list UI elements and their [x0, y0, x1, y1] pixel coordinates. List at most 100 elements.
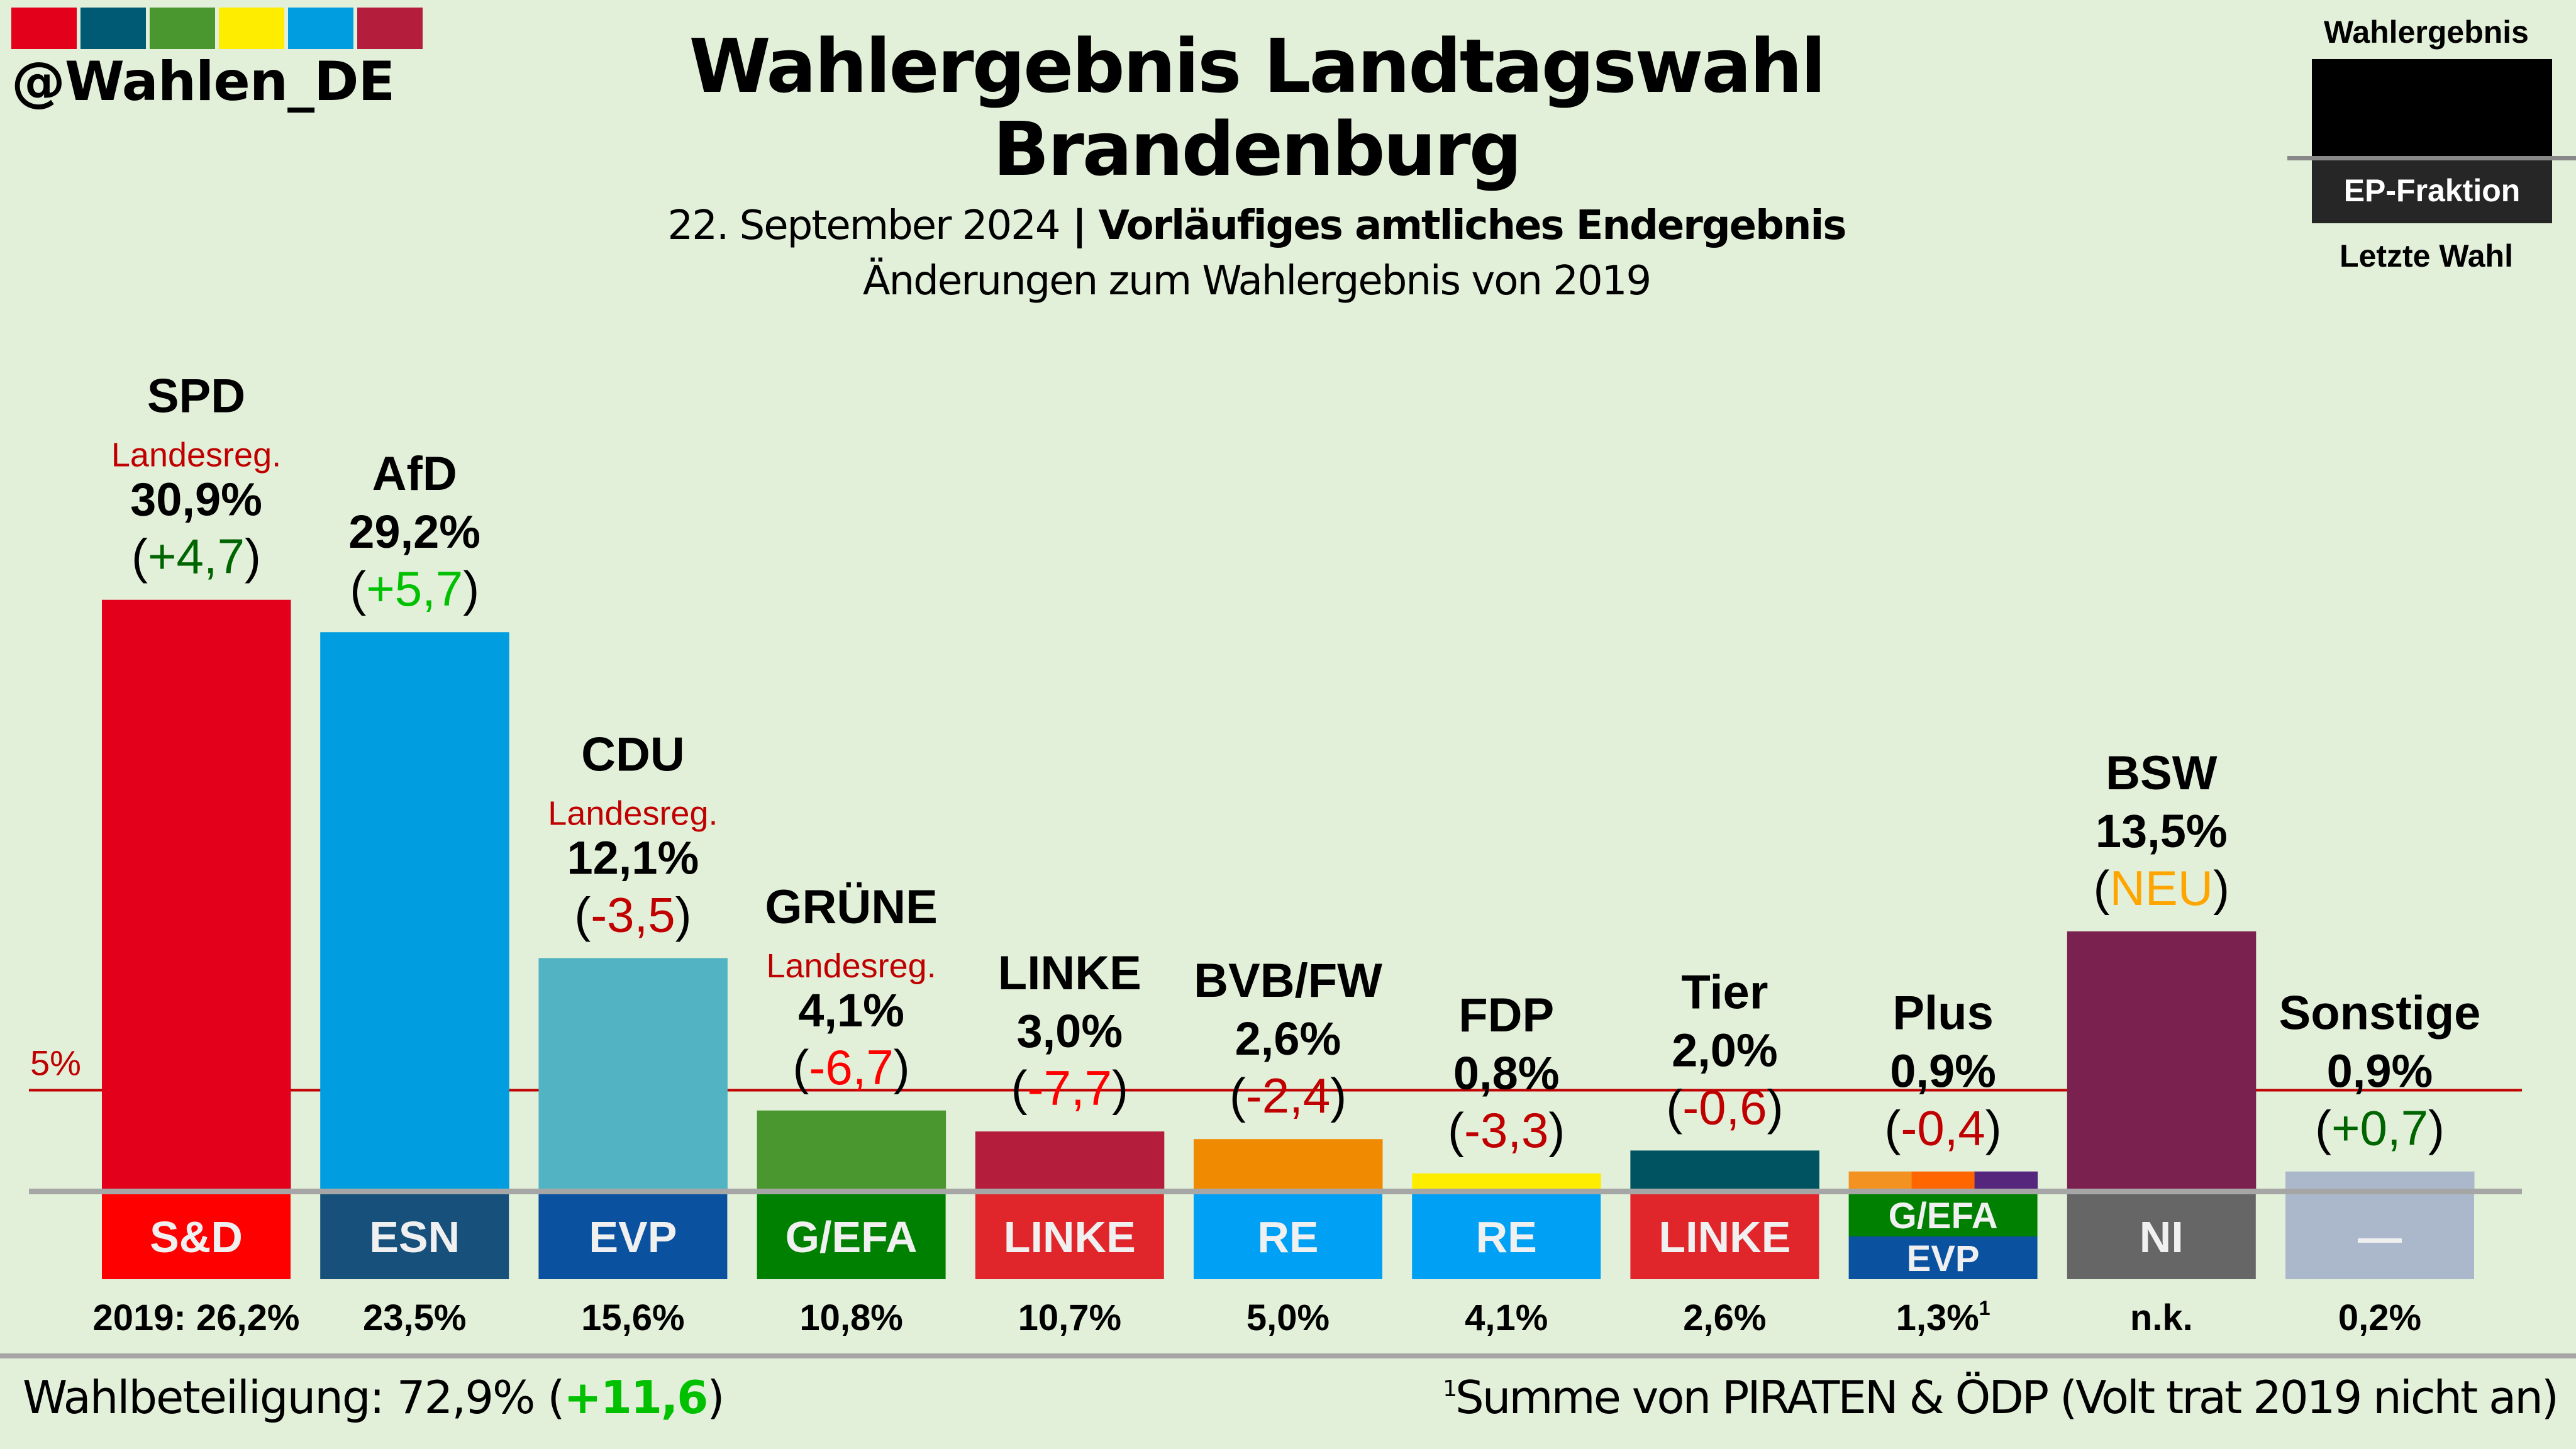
ep-group-box — [538, 1194, 728, 1279]
ep-group-label: RE — [1257, 1213, 1318, 1262]
change-label: (-3,5) — [574, 887, 691, 942]
bar-bsw — [2067, 931, 2257, 1189]
bar-plus — [1974, 1171, 2038, 1189]
bar-plus — [1848, 1171, 1913, 1189]
value-label: 12,1% — [567, 831, 699, 884]
party-label: Plus — [1892, 987, 1994, 1040]
ep-group-label: EVP — [589, 1213, 677, 1262]
prev-result-label: 10,8% — [799, 1297, 902, 1338]
brand-handle: @Wahlen_DE — [11, 50, 395, 113]
baseline — [29, 1189, 2522, 1194]
prev-result-label: 5,0% — [1246, 1297, 1330, 1338]
bar-tier — [1630, 1150, 1819, 1189]
change-label: (NEU) — [2093, 860, 2229, 916]
government-note: Landesreg. — [111, 436, 281, 474]
ep-group-label: RE — [1476, 1213, 1537, 1262]
legend-result-label: Wahlergebnis — [2324, 14, 2529, 50]
ep-group-box — [320, 1194, 509, 1279]
prev-result-label: 10,7% — [1018, 1297, 1121, 1338]
bar-plus — [1911, 1171, 1975, 1189]
party-label: Tier — [1681, 965, 1768, 1019]
logo-square — [357, 8, 423, 49]
ep-group-box — [1848, 1194, 2038, 1236]
value-label: 0,9% — [2327, 1045, 2433, 1097]
turnout-change: +11,6 — [564, 1371, 708, 1424]
logo-square — [11, 8, 77, 49]
value-label: 29,2% — [348, 506, 480, 558]
bar-linke — [975, 1131, 1165, 1189]
election-date: 22. September 2024 — [667, 203, 1061, 249]
change-label: (-0,6) — [1666, 1079, 1783, 1135]
bar-bvbfw — [1194, 1139, 1383, 1189]
chart-title-line1: Wahlergebnis Landtagswahl — [689, 23, 1826, 109]
legend-baseline — [2287, 156, 2576, 160]
bar-grne — [757, 1110, 947, 1189]
footnote-text: Summe von PIRATEN & ÖDP (Volt trat 2019 … — [1455, 1371, 2559, 1424]
change-label: (-3,3) — [1448, 1102, 1565, 1158]
change-label: (-6,7) — [792, 1040, 909, 1095]
chart-subtitle: Änderungen zum Wahlergebnis von 2019 — [862, 258, 1652, 304]
ep-group-box — [757, 1194, 946, 1279]
ep-group-label: G/EFA — [1889, 1196, 1998, 1236]
party-label: SPD — [147, 370, 245, 423]
ep-group-box — [1412, 1194, 1601, 1279]
ep-group-label: — — [2358, 1213, 2402, 1262]
legend-result-swatch — [2312, 59, 2552, 160]
logo-square — [80, 8, 146, 49]
ep-group-box — [2067, 1194, 2256, 1279]
value-label: 2,0% — [1672, 1024, 1778, 1076]
ep-group-box — [2285, 1194, 2474, 1279]
logo-square — [288, 8, 353, 49]
value-label: 0,8% — [1453, 1047, 1560, 1099]
ep-group-label: ESN — [369, 1213, 460, 1262]
value-label: 0,9% — [1890, 1045, 1996, 1097]
ep-group-box — [975, 1194, 1164, 1279]
ep-group-box — [1194, 1194, 1382, 1279]
party-label: BVB/FW — [1194, 954, 1382, 1008]
ep-group-label: S&D — [150, 1213, 243, 1262]
party-label: Sonstige — [2279, 987, 2481, 1040]
separator: | — [1059, 203, 1099, 249]
prev-result-label: 2019: 26,2% — [93, 1297, 300, 1338]
ep-group-label: NI — [2140, 1213, 2184, 1262]
ep-group-label: G/EFA — [786, 1213, 918, 1262]
party-label: FDP — [1458, 989, 1554, 1042]
ep-group-box — [1848, 1236, 2038, 1279]
chart-title-line2: Brandenburg — [992, 106, 1522, 192]
turnout-close: ) — [707, 1371, 724, 1424]
change-label: (-2,4) — [1230, 1068, 1346, 1123]
ep-group-box — [1630, 1194, 1819, 1279]
ep-group-box — [102, 1194, 291, 1279]
party-label: GRÜNE — [765, 880, 937, 934]
change-label: (+5,7) — [350, 561, 479, 616]
value-label: 30,9% — [130, 474, 262, 526]
prev-result-label: 23,5% — [363, 1297, 466, 1338]
ep-group-label: LINKE — [1658, 1213, 1790, 1262]
government-note: Landesreg. — [766, 947, 936, 985]
footnote-mark: 1 — [1443, 1376, 1457, 1402]
bar-fdp — [1412, 1173, 1601, 1189]
threshold-label: 5% — [30, 1043, 81, 1083]
logo-square — [150, 8, 215, 49]
prev-result-label: 2,6% — [1683, 1297, 1766, 1338]
value-label: 3,0% — [1016, 1005, 1123, 1057]
party-label: LINKE — [998, 947, 1141, 1000]
legend-ep-label: EP-Fraktion — [2312, 160, 2552, 223]
result-status: Vorläufiges amtliches Endergebnis — [1098, 203, 1847, 249]
logo-squares — [11, 8, 423, 49]
prev-result-label: 15,6% — [581, 1297, 684, 1338]
change-label: (-7,7) — [1011, 1060, 1128, 1116]
value-label: 2,6% — [1235, 1013, 1341, 1065]
prev-result-label: 1,3%1 — [1896, 1297, 1990, 1338]
prev-result-label: n.k. — [2130, 1297, 2193, 1338]
party-label: BSW — [2106, 747, 2218, 800]
change-label: (+0,7) — [2315, 1101, 2445, 1156]
bar-spd — [102, 599, 291, 1189]
legend: Wahlergebnis EP-Fraktion Letzte Wahl — [2264, 0, 2576, 289]
date-status-line: 22. September 2024 | Vorläufiges amtlich… — [0, 203, 2545, 249]
prev-result-label: 4,1% — [1465, 1297, 1548, 1338]
bar-afd — [320, 632, 509, 1189]
value-label: 4,1% — [798, 984, 904, 1036]
change-label: (-0,4) — [1884, 1101, 2001, 1156]
